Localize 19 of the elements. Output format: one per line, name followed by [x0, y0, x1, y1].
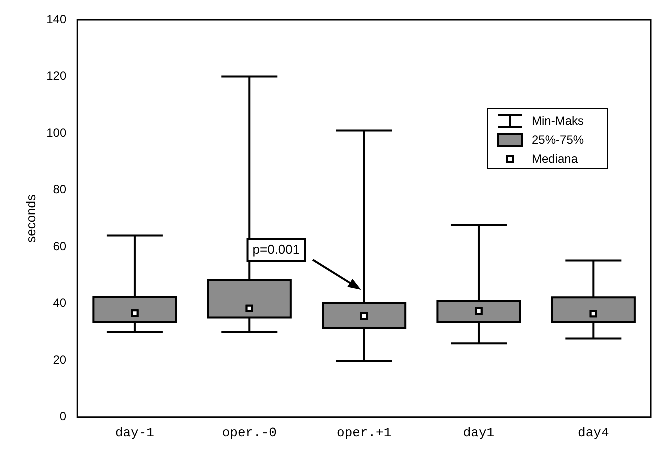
y-tick-label: 100	[46, 126, 67, 140]
y-tick-label: 140	[46, 12, 67, 26]
x-tick-label: day1	[463, 426, 495, 441]
y-tick-label: 80	[53, 182, 67, 197]
key-panel: Min-Maks 25%-75% Mediana	[487, 108, 608, 169]
annotation: 25%-75%	[532, 133, 584, 147]
x-tick-label: oper.-0	[222, 426, 277, 441]
x-tick-label: day-1	[115, 426, 155, 441]
y-tick-label: 60	[53, 239, 67, 254]
y-tick-label: 20	[53, 352, 67, 367]
x-tick-label: day4	[578, 426, 610, 441]
y-tick-label: 40	[53, 296, 67, 310]
y-tick-label: 120	[46, 69, 67, 84]
y-axis-title: seconds	[23, 194, 38, 243]
annotation: p=0.001	[252, 242, 300, 257]
x-tick-label: oper.+1	[337, 426, 392, 441]
annotation: Mediana	[532, 152, 578, 166]
y-tick-label: 0	[60, 410, 67, 424]
annotation: Min-Maks	[532, 114, 584, 128]
